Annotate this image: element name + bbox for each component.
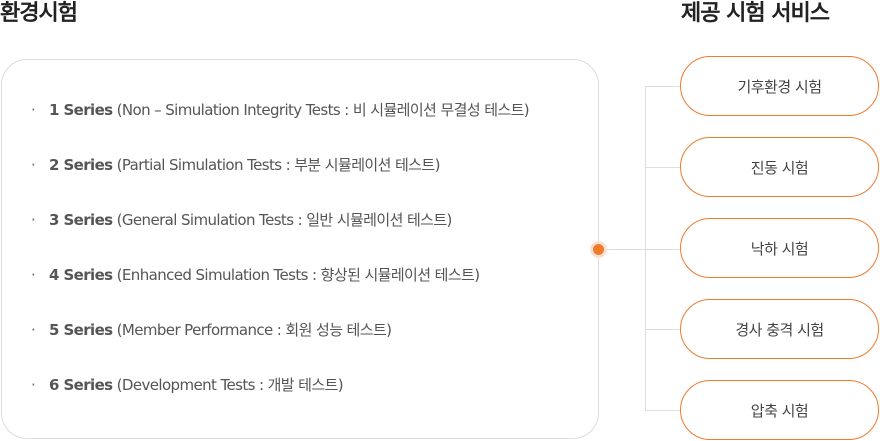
series-item: · 1 Series (Non – Simulation Integrity Te…: [31, 101, 530, 119]
connector-dot-icon: [590, 241, 607, 258]
service-incline-impact[interactable]: 경사 충격 시험: [680, 299, 879, 359]
left-title: 환경시험: [0, 1, 78, 26]
connector-vertical: [645, 86, 646, 410]
series-item: · 3 Series (General Simulation Tests : 일반…: [31, 211, 452, 229]
connector: [645, 410, 680, 411]
service-drop[interactable]: 낙하 시험: [680, 218, 879, 278]
series-item: · 2 Series (Partial Simulation Tests : 부분…: [31, 156, 440, 174]
service-climate[interactable]: 기후환경 시험: [680, 56, 879, 116]
series-item: · 6 Series (Development Tests : 개발 테스트): [31, 376, 344, 394]
series-item: · 5 Series (Member Performance : 회원 성능 테스…: [31, 321, 392, 339]
connector: [645, 86, 680, 87]
connector: [645, 329, 680, 330]
connector: [645, 167, 680, 168]
series-item: · 4 Series (Enhanced Simulation Tests : 향…: [31, 266, 480, 284]
service-vibration[interactable]: 진동 시험: [680, 137, 879, 197]
service-compression[interactable]: 압축 시험: [680, 380, 879, 440]
connector-main: [599, 249, 680, 250]
right-title: 제공 시험 서비스: [681, 1, 830, 26]
